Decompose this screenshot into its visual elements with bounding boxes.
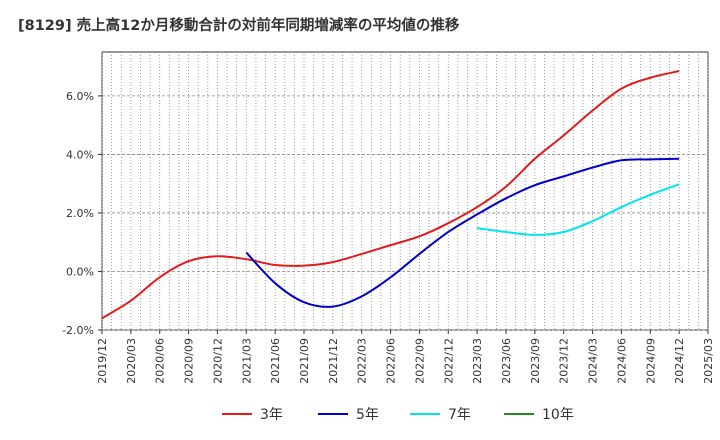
series-line xyxy=(477,183,680,236)
x-tick-label: 2024/09 xyxy=(644,338,657,384)
x-tick-label: 2022/12 xyxy=(442,338,455,384)
plot-area xyxy=(101,51,709,331)
x-tick-label: 2022/09 xyxy=(413,338,426,384)
series-lines xyxy=(101,70,680,320)
x-tick-label: 2022/06 xyxy=(385,338,398,384)
x-tick-label: 2019/12 xyxy=(96,338,109,384)
series-line xyxy=(245,157,680,308)
x-tick-label: 2020/12 xyxy=(211,338,224,384)
x-tick-label: 2023/12 xyxy=(558,338,571,384)
legend-label: 3年 xyxy=(260,407,283,423)
x-tick-label: 2021/12 xyxy=(327,338,340,384)
legend: 3年 5年 7年 10年 xyxy=(222,407,574,423)
x-tick-label: 2021/09 xyxy=(298,338,311,384)
x-tick-label: 2023/06 xyxy=(500,338,513,384)
grid-lines xyxy=(101,52,709,331)
chart-title: [8129] 売上高12か月移動合計の対前年同期増減率の平均値の推移 xyxy=(18,18,460,34)
x-axis-ticks: 2019/12 2020/03 2020/06 2020/09 2020/12 2021/… xyxy=(96,330,715,384)
x-tick-label: 2024/12 xyxy=(673,338,686,384)
y-tick-label: 6.0% xyxy=(66,90,94,103)
x-tick-label: 2021/03 xyxy=(240,338,253,384)
y-tick-label: 2.0% xyxy=(66,207,94,220)
x-tick-label: 2021/06 xyxy=(269,338,282,384)
x-tick-label: 2023/09 xyxy=(529,338,542,384)
x-tick-label: 2024/06 xyxy=(615,338,628,384)
x-tick-label: 2024/03 xyxy=(587,338,600,384)
legend-label: 5年 xyxy=(356,407,379,423)
legend-label: 10年 xyxy=(542,407,574,423)
x-tick-label: 2020/09 xyxy=(183,338,196,384)
x-tick-label: 2023/03 xyxy=(471,338,484,384)
legend-label: 7年 xyxy=(448,407,471,423)
y-tick-label: 0.0% xyxy=(66,265,94,278)
series-line xyxy=(101,70,680,320)
x-tick-label: 2020/03 xyxy=(125,338,138,384)
y-tick-label: -2.0% xyxy=(62,324,94,337)
x-tick-label: 2022/03 xyxy=(356,338,369,384)
y-tick-label: 4.0% xyxy=(66,148,94,161)
y-axis-ticks: -2.0% 0.0% 2.0% 4.0% 6.0% xyxy=(62,90,102,337)
x-tick-label: 2025/03 xyxy=(702,338,715,384)
x-tick-label: 2020/06 xyxy=(154,338,167,384)
